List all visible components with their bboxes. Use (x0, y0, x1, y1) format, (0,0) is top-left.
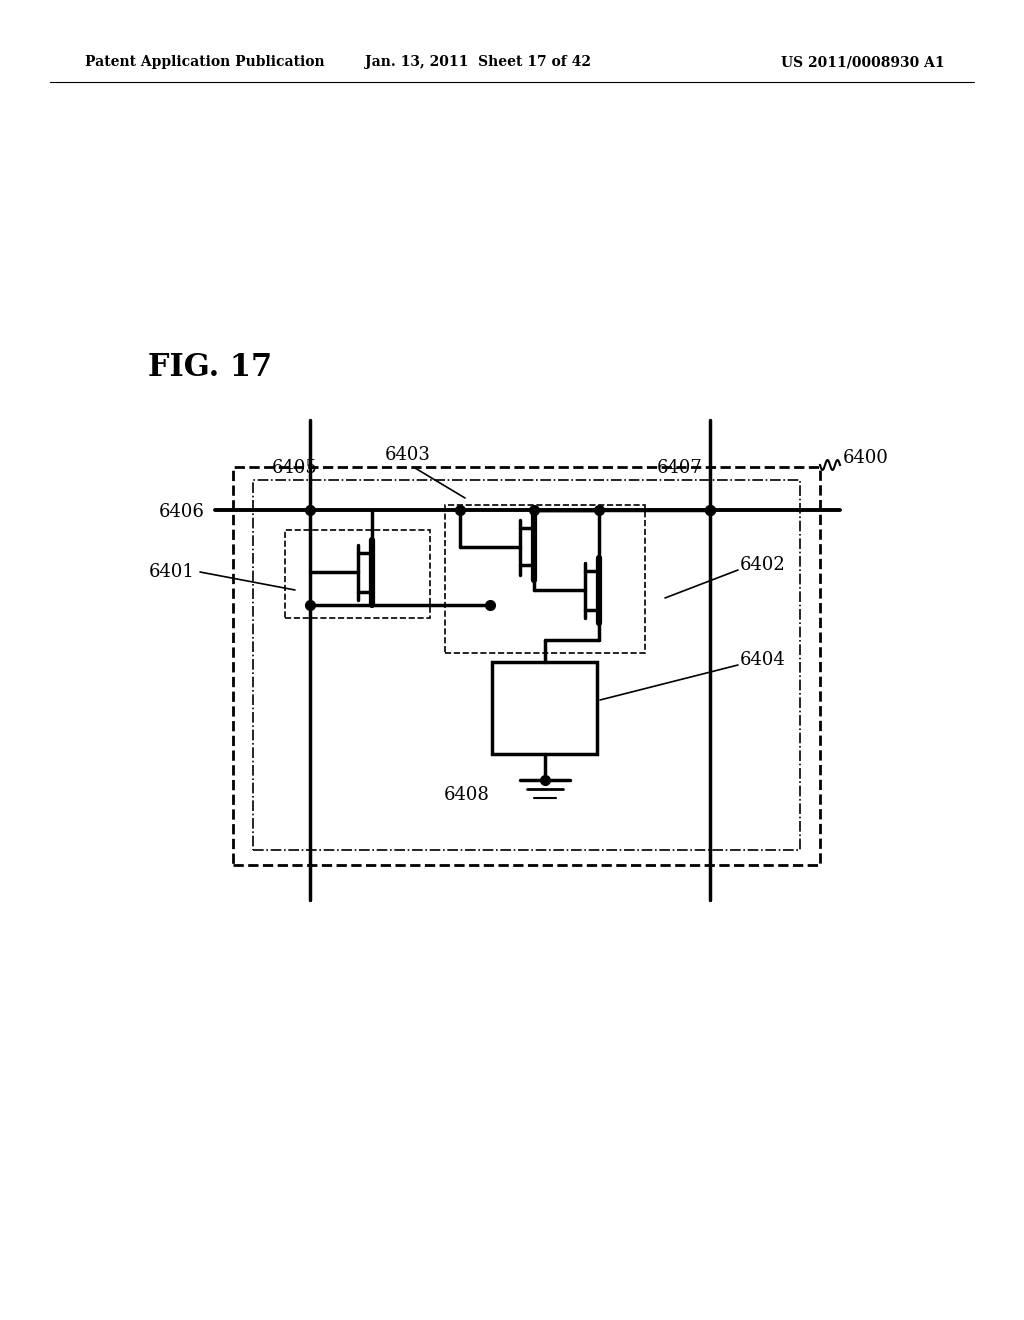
Bar (285, 531, 430, 618)
Text: FIG. 17: FIG. 17 (148, 352, 272, 384)
Text: US 2011/0008930 A1: US 2011/0008930 A1 (781, 55, 945, 69)
Text: 6404: 6404 (740, 651, 785, 669)
Text: 6402: 6402 (740, 556, 785, 574)
Text: 6400: 6400 (843, 449, 889, 467)
Text: Jan. 13, 2011  Sheet 17 of 42: Jan. 13, 2011 Sheet 17 of 42 (365, 55, 591, 69)
Text: 6408: 6408 (444, 785, 490, 804)
Bar (445, 506, 645, 653)
Text: 6405: 6405 (272, 459, 317, 477)
Bar (492, 663, 597, 754)
Bar (233, 467, 820, 865)
Text: 6403: 6403 (385, 446, 431, 465)
Text: Patent Application Publication: Patent Application Publication (85, 55, 325, 69)
Text: 6406: 6406 (159, 503, 205, 521)
Text: 6407: 6407 (657, 459, 702, 477)
Bar (253, 480, 800, 850)
Text: 6401: 6401 (150, 564, 195, 581)
